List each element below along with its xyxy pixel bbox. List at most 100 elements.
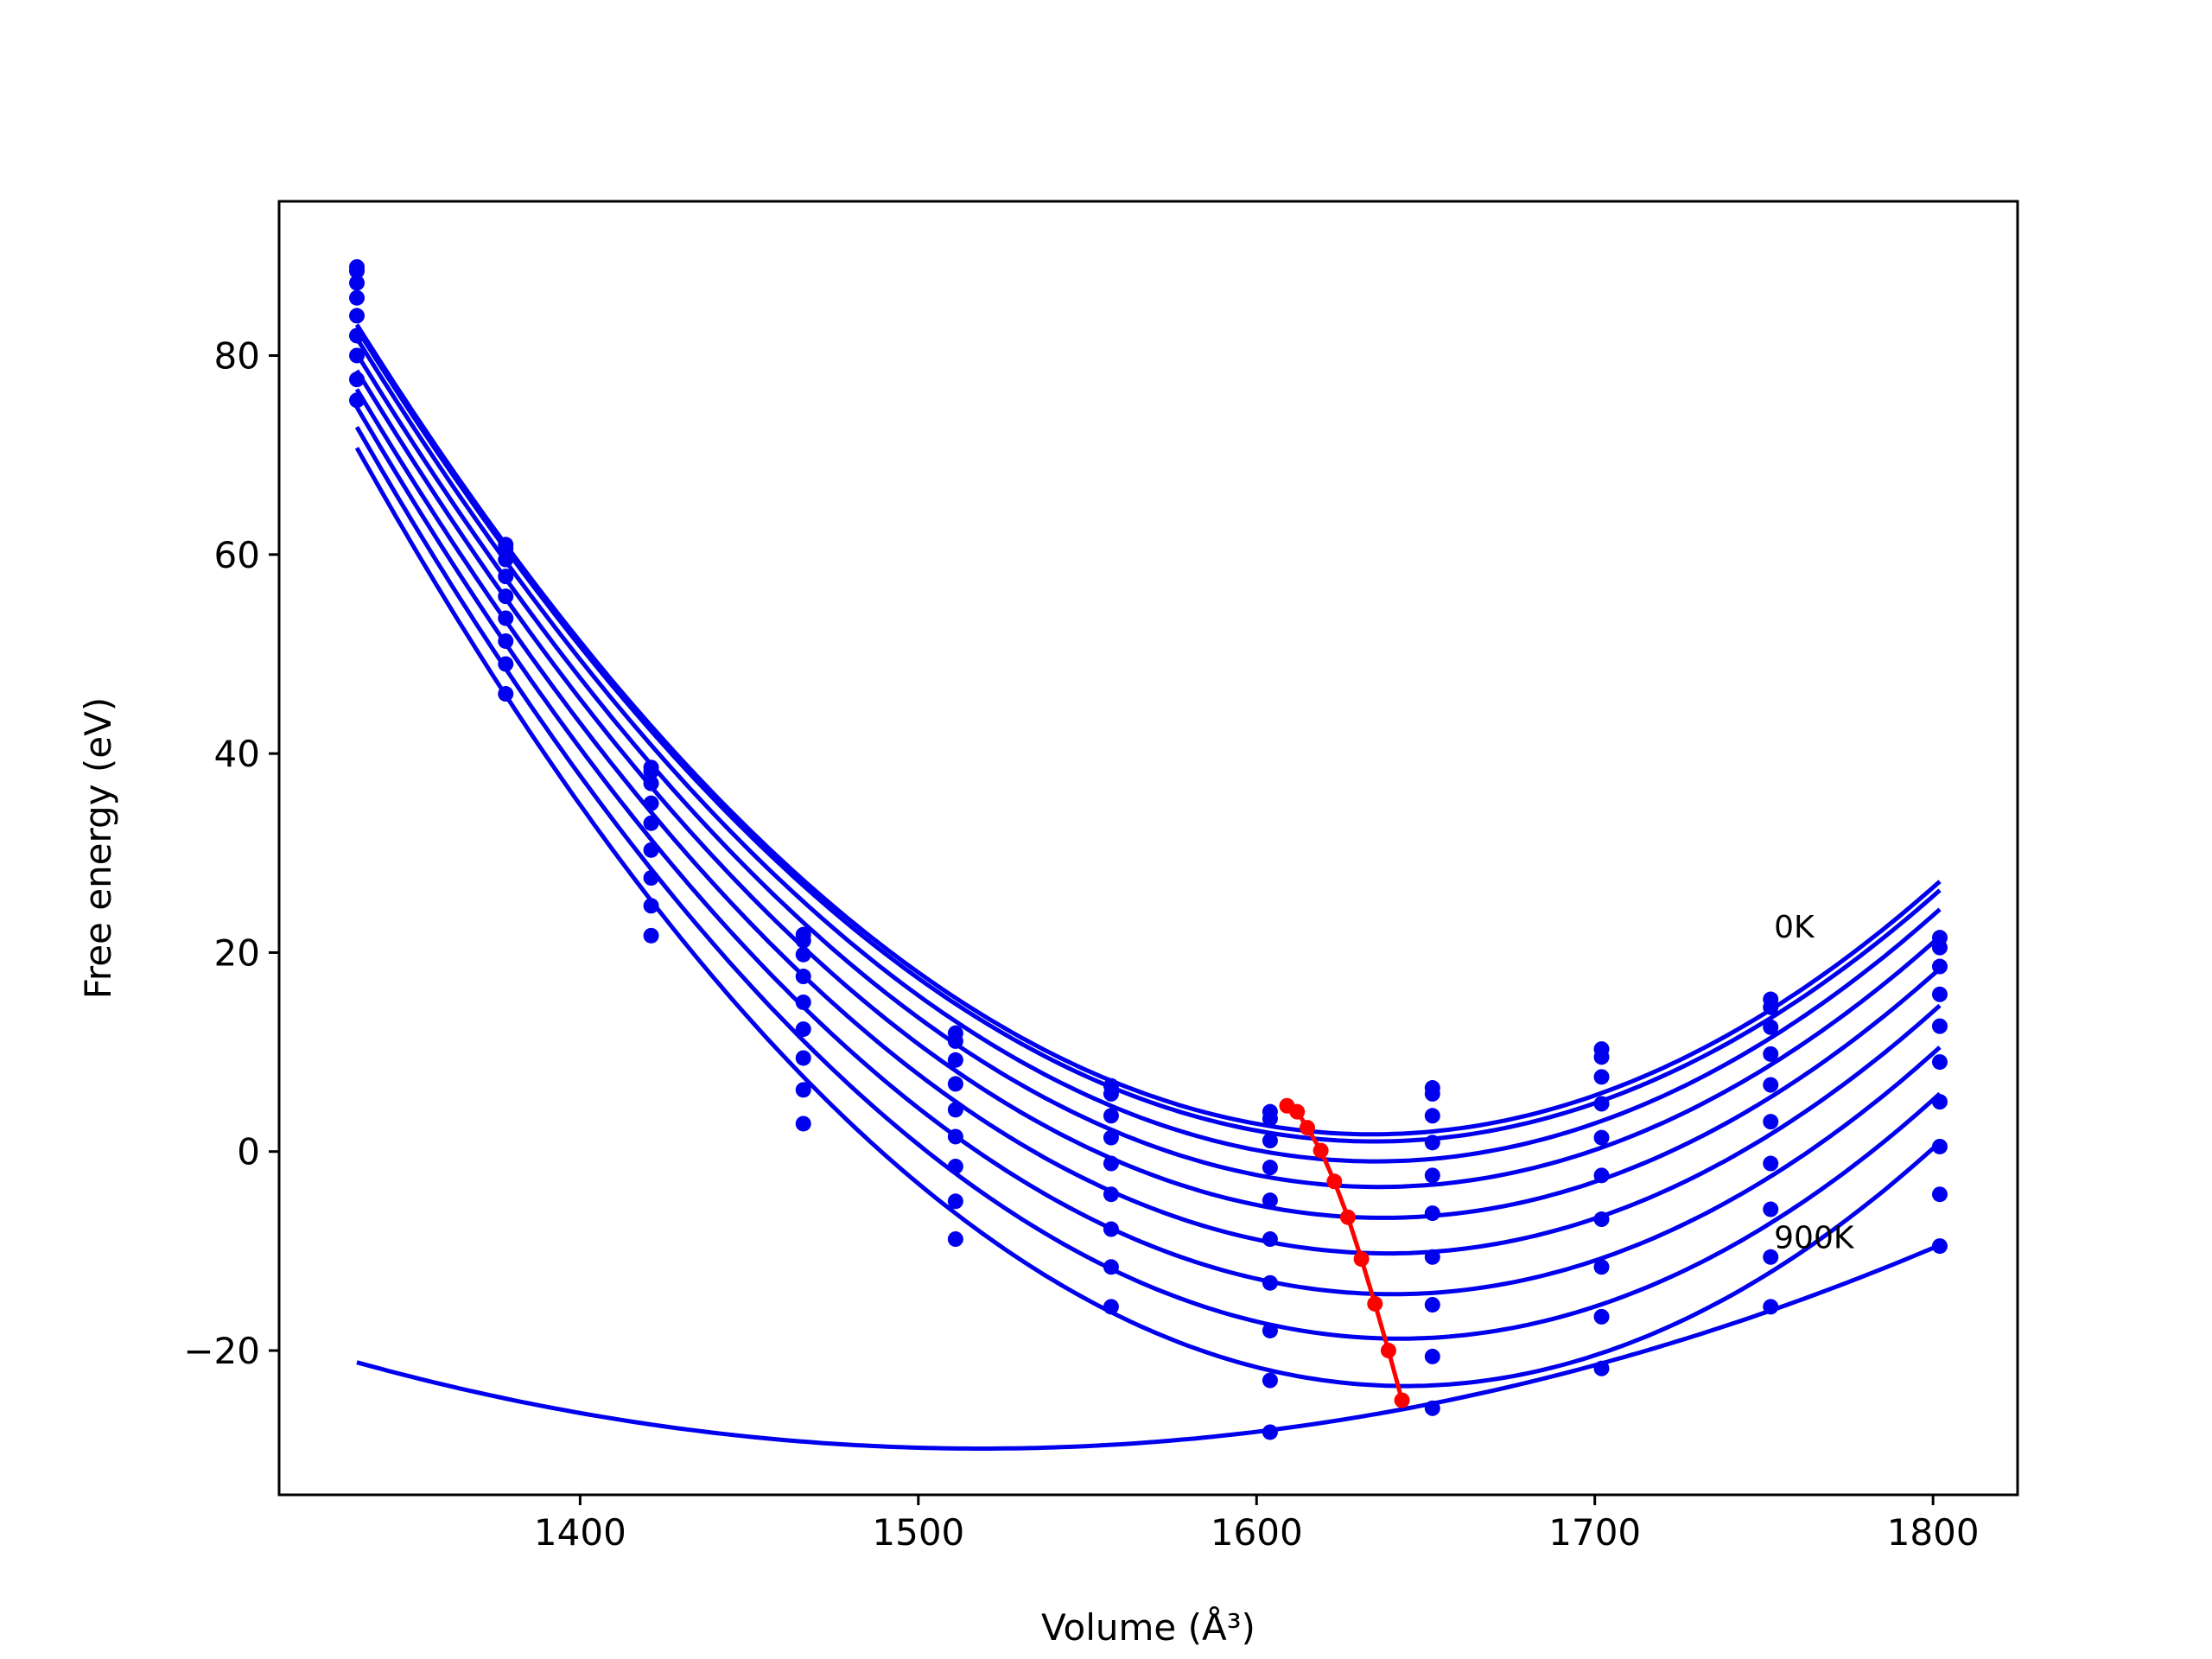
data-point [1763, 999, 1779, 1015]
data-point [947, 1052, 963, 1068]
data-point [349, 392, 365, 409]
data-point [1103, 1299, 1119, 1315]
data-point [498, 686, 514, 702]
data-point [795, 1116, 811, 1132]
temperature-label: 0K [1774, 910, 1815, 945]
data-point [1593, 1129, 1610, 1146]
data-point [1931, 1018, 1948, 1034]
data-point [349, 372, 365, 388]
data-point [1763, 1299, 1779, 1315]
annotations: 0K 900K [1774, 910, 1855, 1255]
data-point [1262, 1274, 1278, 1291]
y-axis: −20 0 20 40 60 80 [183, 334, 279, 1372]
equilibrium-point [1339, 1209, 1356, 1225]
data-point [1931, 1054, 1948, 1071]
equilibrium-point [1367, 1295, 1383, 1312]
data-point [1103, 1186, 1119, 1203]
data-point [498, 569, 514, 585]
data-point [1593, 1259, 1610, 1275]
data-point [795, 994, 811, 1010]
data-point [1763, 1077, 1779, 1093]
data-point [498, 551, 514, 568]
equilibrium-point [1299, 1120, 1315, 1136]
data-point [498, 632, 514, 649]
x-tick-label: 1700 [1548, 1511, 1641, 1554]
x-axis: 1400 1500 1600 1700 1800 [534, 1495, 1980, 1554]
data-point [643, 927, 659, 944]
data-point [1424, 1108, 1440, 1124]
data-point [947, 1193, 963, 1210]
data-point [1763, 1019, 1779, 1035]
data-point [1103, 1259, 1119, 1275]
equilibrium-point [1313, 1142, 1329, 1159]
data-point [349, 263, 365, 279]
temperature-label: 900K [1774, 1220, 1855, 1255]
y-tick-label: −20 [183, 1330, 260, 1372]
y-tick-label: 20 [214, 931, 260, 974]
curve-line [354, 388, 1942, 1256]
y-tick-label: 0 [237, 1131, 260, 1173]
data-point [1262, 1372, 1278, 1389]
data-point [1103, 1155, 1119, 1172]
curve-line [354, 327, 1942, 1144]
data-point [1593, 1167, 1610, 1184]
x-tick-label: 1800 [1887, 1511, 1980, 1554]
data-point [1103, 1085, 1119, 1102]
curve-line [356, 1243, 1941, 1451]
data-point [1593, 1049, 1610, 1065]
data-point [1763, 1201, 1779, 1217]
data-point [1424, 1348, 1440, 1364]
data-point [1262, 1110, 1278, 1127]
data-point [498, 610, 514, 626]
x-tick-label: 1400 [534, 1511, 626, 1554]
curve-line [354, 447, 1942, 1389]
data-point [498, 588, 514, 605]
data-point [1593, 1308, 1610, 1325]
curve-line [354, 425, 1942, 1341]
data-point [1593, 1069, 1610, 1085]
data-point [1593, 1096, 1610, 1112]
data-point [795, 1082, 811, 1098]
axes-frame [277, 200, 2019, 1497]
x-tick-label: 1500 [872, 1511, 964, 1554]
data-point [1424, 1205, 1440, 1222]
x-axis-title: Volume (Å³) [1041, 1605, 1255, 1649]
equilibrium-point [1289, 1103, 1306, 1120]
data-point [1931, 1138, 1948, 1154]
data-point [947, 1076, 963, 1092]
data-point [1593, 1360, 1610, 1376]
curve-line [354, 369, 1942, 1220]
data-point [1103, 1108, 1119, 1124]
data-point [349, 327, 365, 344]
plot-area [349, 259, 1948, 1451]
data-point [1424, 1085, 1440, 1102]
data-point [1424, 1167, 1440, 1184]
equilibrium-line [1286, 1103, 1404, 1402]
curve-line [354, 323, 1942, 1137]
curve-line [354, 337, 1942, 1164]
data-point [1262, 1424, 1278, 1440]
curve-line [354, 406, 1942, 1297]
data-point [1763, 1114, 1779, 1130]
data-point [498, 656, 514, 672]
data-point [349, 289, 365, 306]
data-point [1262, 1133, 1278, 1149]
equilibrium-point [1394, 1392, 1410, 1408]
data-point [1262, 1160, 1278, 1176]
data-point [1763, 1046, 1779, 1062]
data-point [1931, 1238, 1948, 1255]
data-point [795, 1050, 811, 1066]
data-point [349, 347, 365, 364]
data-point [1424, 1249, 1440, 1265]
data-point [1262, 1322, 1278, 1338]
data-point [1424, 1135, 1440, 1151]
x-tick-label: 1600 [1211, 1511, 1303, 1554]
data-point [349, 275, 365, 291]
data-point [1424, 1297, 1440, 1313]
equilibrium-point [1353, 1251, 1370, 1268]
equilibrium-point [1326, 1173, 1343, 1190]
data-point [1424, 1400, 1440, 1416]
data-point [643, 898, 659, 914]
